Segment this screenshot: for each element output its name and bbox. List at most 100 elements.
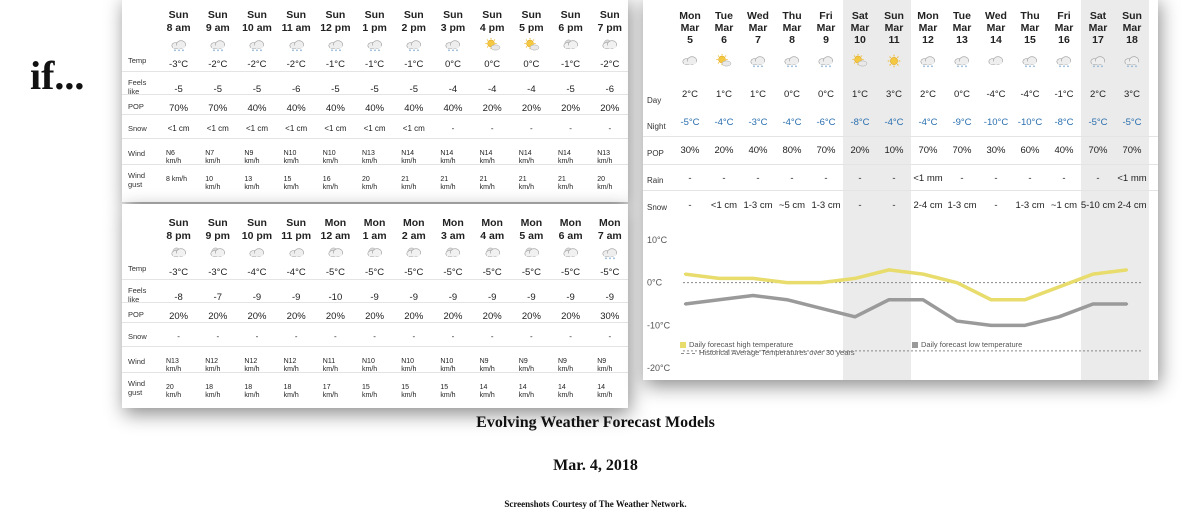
- hour-wind: N6 km/h: [166, 150, 182, 165]
- day-night-temp: -4°C: [884, 117, 904, 128]
- data-point: [853, 315, 857, 318]
- row-divider: [643, 136, 1158, 137]
- hour-pop: 20%: [482, 103, 502, 114]
- hour-feels-like: -9: [487, 292, 497, 303]
- day-high-temp: 2°C: [682, 89, 698, 100]
- cloud-snow-icon: [367, 40, 382, 52]
- day-rain: -: [688, 173, 692, 184]
- day-night-temp: -8°C: [1054, 117, 1074, 128]
- hour-wind: N9 km/h: [558, 358, 574, 373]
- hour-time: 11 am: [281, 22, 311, 34]
- side-text: if...: [30, 53, 85, 98]
- hour-feels-like: -8: [174, 292, 183, 303]
- row-divider: [122, 71, 628, 72]
- hour-wind-gust: 18 km/h: [283, 384, 299, 399]
- day-date: 14: [990, 34, 1002, 46]
- hour-wind-gust: 8 km/h: [166, 176, 188, 183]
- day-snow: -: [994, 200, 998, 211]
- hour-day: Sun: [364, 9, 385, 21]
- hour-pop: 30%: [600, 311, 620, 322]
- data-point: [785, 281, 789, 284]
- hour-time: 12 pm: [320, 22, 351, 34]
- hour-day: Sun: [168, 217, 189, 229]
- moon-cloud-icon: [602, 39, 618, 49]
- day-rain: -: [756, 173, 760, 184]
- day-snow: -: [892, 200, 896, 211]
- hour-wind-gust: 17 km/h: [322, 384, 338, 399]
- hour-wind-gust: 21 km/h: [518, 176, 534, 191]
- day-weekday: Fri: [819, 10, 833, 22]
- legend-swatch-historical: [681, 353, 695, 354]
- hour-snow: -: [608, 332, 612, 341]
- data-point: [1023, 298, 1027, 301]
- day-date: 11: [888, 34, 900, 46]
- hour-wind-gust: 14 km/h: [479, 384, 495, 399]
- hour-time: 6 pm: [558, 22, 583, 34]
- hour-feels-like: -9: [291, 292, 301, 303]
- day-weekday: Fri: [1057, 10, 1071, 22]
- data-point: [955, 319, 959, 323]
- hour-pop: 40%: [247, 103, 267, 114]
- hour-temp: -3°C: [169, 59, 189, 70]
- day-pop: 70%: [952, 145, 972, 156]
- hour-pop: 40%: [443, 103, 463, 114]
- sun-cloud-icon: [716, 54, 732, 67]
- day-high-temp: 0°C: [784, 89, 800, 100]
- row-label: Feels like: [128, 78, 147, 96]
- hour-day: Mon: [559, 217, 582, 229]
- hour-wind: N10 km/h: [362, 358, 378, 373]
- row-label: Wind: [128, 357, 146, 366]
- day-month: Mar: [680, 22, 700, 34]
- day-weekday: Mon: [917, 10, 939, 22]
- day-month: Mar: [952, 22, 972, 34]
- day-date: 9: [823, 34, 829, 46]
- hour-snow: -: [451, 124, 455, 133]
- hour-snow: -: [177, 332, 180, 341]
- hour-snow: -: [569, 124, 572, 133]
- hour-feels-like: -6: [605, 84, 614, 95]
- cloud-icon: [988, 56, 1003, 65]
- day-snow: 2-4 cm: [913, 200, 943, 211]
- hour-temp: -1°C: [365, 59, 385, 70]
- day-weekday: Sat: [851, 10, 869, 22]
- row-label: POP: [128, 310, 144, 319]
- hour-wind: N9 km/h: [244, 150, 260, 165]
- legend-low: Daily forecast low temperature: [921, 340, 1023, 349]
- hour-temp: -2°C: [286, 59, 306, 70]
- hour-wind: N14 km/h: [518, 150, 534, 165]
- hour-wind: N14 km/h: [558, 150, 574, 165]
- hour-pop: 20%: [365, 311, 385, 322]
- day-date: 18: [1126, 34, 1138, 46]
- data-point: [785, 298, 789, 301]
- hour-time: 12 am: [320, 230, 351, 242]
- day-night-temp: -4°C: [714, 117, 734, 128]
- row-divider: [122, 279, 628, 280]
- hour-time: 10 pm: [241, 230, 273, 242]
- cloud-snow-icon: [954, 56, 969, 68]
- hour-day: Sun: [443, 9, 463, 21]
- hour-pop: 20%: [404, 311, 424, 322]
- hour-time: 10 am: [242, 22, 272, 34]
- hour-wind-gust: 15 km/h: [401, 384, 417, 399]
- day-weekday: Sun: [1122, 10, 1142, 22]
- data-point: [717, 277, 721, 280]
- day-rain: -: [824, 173, 828, 184]
- hour-wind-gust: 13 km/h: [244, 176, 260, 191]
- legend-swatch-high: [680, 342, 686, 348]
- row-divider: [122, 164, 628, 165]
- hour-pop: 70%: [169, 103, 189, 114]
- row-divider: [122, 94, 628, 95]
- hour-wind: N13 km/h: [362, 150, 378, 165]
- day-rain: -: [722, 173, 726, 184]
- hour-day: Sun: [207, 217, 228, 229]
- sun-cloud-icon: [852, 54, 868, 67]
- hour-wind-gust: 14 km/h: [597, 384, 613, 399]
- day-weekday: Sat: [1089, 10, 1107, 22]
- hour-time: 2 am: [401, 230, 426, 242]
- hour-wind: N12 km/h: [244, 358, 260, 373]
- hour-feels-like: -9: [566, 292, 575, 303]
- day-pop: 30%: [986, 145, 1006, 156]
- data-point: [1057, 285, 1061, 289]
- day-rain: <1 mm: [1117, 173, 1147, 184]
- hour-time: 5 am: [519, 230, 544, 242]
